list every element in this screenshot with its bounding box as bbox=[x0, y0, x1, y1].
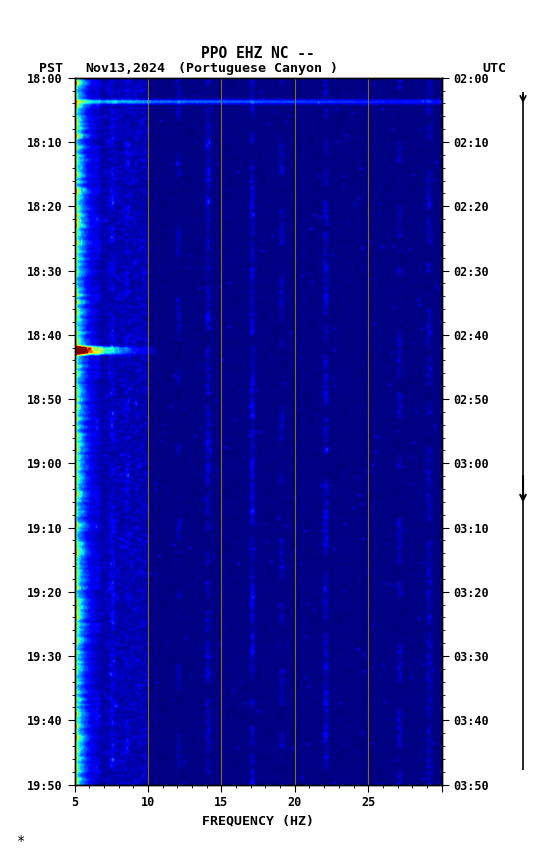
X-axis label: FREQUENCY (HZ): FREQUENCY (HZ) bbox=[202, 815, 314, 828]
Text: PPO EHZ NC --: PPO EHZ NC -- bbox=[201, 47, 315, 61]
Text: (Portuguese Canyon ): (Portuguese Canyon ) bbox=[178, 61, 338, 75]
Text: PST: PST bbox=[39, 61, 62, 75]
Text: Nov13,2024: Nov13,2024 bbox=[86, 61, 166, 75]
Text: *: * bbox=[17, 835, 25, 848]
Text: UTC: UTC bbox=[482, 61, 506, 75]
